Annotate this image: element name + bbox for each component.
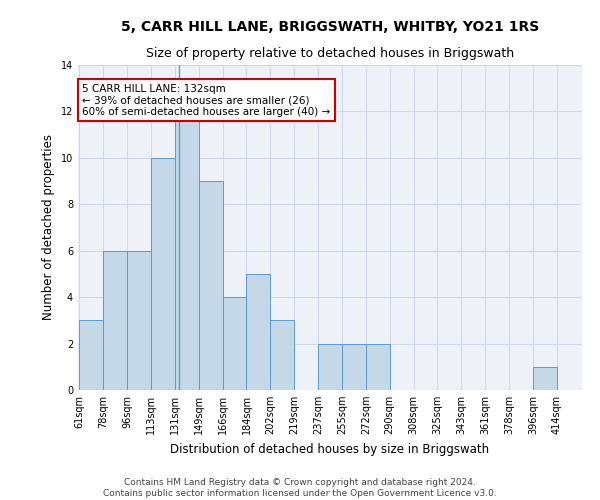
Bar — [247, 274, 271, 390]
Bar — [127, 250, 151, 390]
Text: Size of property relative to detached houses in Briggswath: Size of property relative to detached ho… — [146, 48, 514, 60]
Bar — [199, 181, 223, 390]
Text: 5, CARR HILL LANE, BRIGGSWATH, WHITBY, YO21 1RS: 5, CARR HILL LANE, BRIGGSWATH, WHITBY, Y… — [121, 20, 539, 34]
Bar — [366, 344, 389, 390]
Y-axis label: Number of detached properties: Number of detached properties — [42, 134, 55, 320]
Bar — [223, 297, 247, 390]
Text: Contains HM Land Registry data © Crown copyright and database right 2024.
Contai: Contains HM Land Registry data © Crown c… — [103, 478, 497, 498]
Bar — [318, 344, 342, 390]
Bar — [342, 344, 366, 390]
Text: 5 CARR HILL LANE: 132sqm
← 39% of detached houses are smaller (26)
60% of semi-d: 5 CARR HILL LANE: 132sqm ← 39% of detach… — [82, 84, 331, 117]
Bar — [271, 320, 294, 390]
X-axis label: Distribution of detached houses by size in Briggswath: Distribution of detached houses by size … — [170, 442, 490, 456]
Bar — [151, 158, 175, 390]
Bar — [103, 250, 127, 390]
Bar — [533, 367, 557, 390]
Bar — [175, 112, 199, 390]
Bar — [79, 320, 103, 390]
